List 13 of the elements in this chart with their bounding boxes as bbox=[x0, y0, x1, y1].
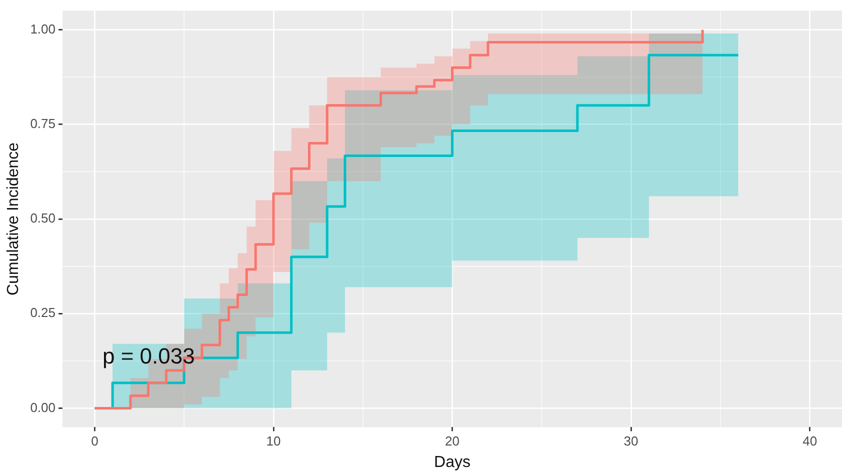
y-axis-title: Cumulative Incidence bbox=[5, 142, 22, 296]
x-tick-label: 20 bbox=[445, 434, 460, 449]
y-tick-label: 0.25 bbox=[30, 305, 56, 320]
x-axis-title: Days bbox=[434, 454, 470, 471]
y-tick-label: 0.00 bbox=[30, 400, 56, 415]
x-tick-label: 0 bbox=[91, 434, 98, 449]
x-tick-label: 40 bbox=[802, 434, 818, 449]
x-tick-label: 30 bbox=[624, 434, 638, 449]
annotation: p = 0.033 bbox=[102, 343, 195, 368]
x-tick-label: 10 bbox=[266, 434, 281, 449]
y-tick-label: 1.00 bbox=[30, 21, 56, 36]
y-tick-label: 0.50 bbox=[30, 210, 56, 226]
y-tick-label: 0.75 bbox=[30, 116, 56, 131]
